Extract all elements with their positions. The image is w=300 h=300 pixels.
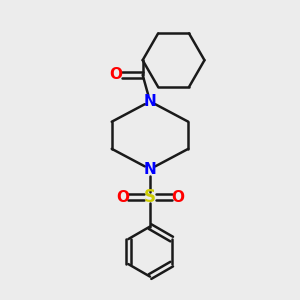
Text: S: S	[144, 188, 156, 206]
Text: O: O	[171, 190, 184, 205]
Text: N: N	[144, 162, 156, 177]
Text: O: O	[110, 68, 123, 82]
Text: O: O	[116, 190, 129, 205]
Text: N: N	[144, 94, 156, 109]
